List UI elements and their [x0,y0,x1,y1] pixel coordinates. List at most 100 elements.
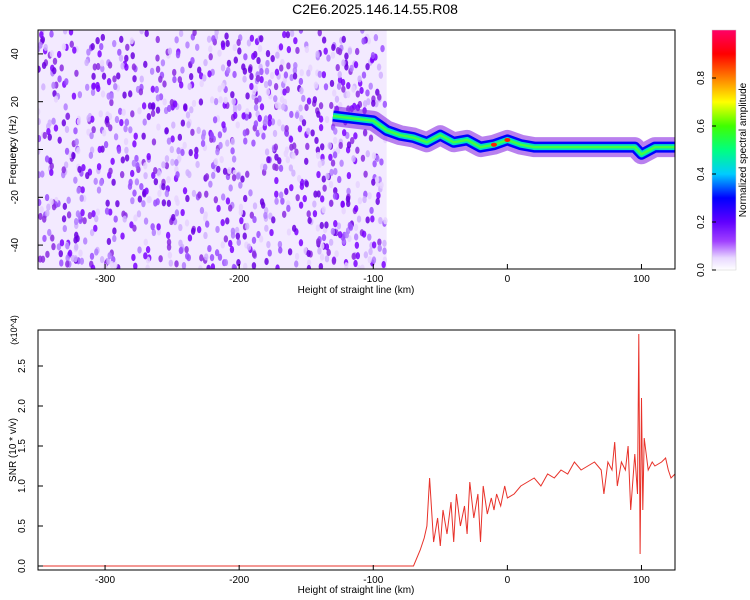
colorbar-ticks: 0.0 0.2 0.4 0.6 0.8 [696,71,716,277]
heatmap-cell [265,59,270,68]
heatmap-cell [124,146,129,154]
heatmap-cell [51,243,56,251]
heatmap-cell [166,176,171,184]
heatmap-cell [116,146,122,154]
heatmap-cell [279,95,285,104]
heatmap-cell [94,248,99,256]
heatmap-cell [108,124,113,132]
heatmap-cell [259,35,264,43]
heatmap-cell [322,184,327,192]
heatmap-cell [101,72,107,80]
heatmap-cell [289,184,294,192]
heatmap-cell [73,217,79,226]
heatmap-cell [164,190,170,198]
heatmap-cell [251,52,256,60]
heatmap-cell [360,264,365,269]
heatmap-cell [38,198,42,207]
heatmap-cell [47,228,52,237]
heatmap-cell [359,86,364,95]
x-tick-label: -200 [229,575,249,586]
heatmap-cell [267,119,272,127]
heatmap-cell [161,161,166,169]
heatmap-cell [249,82,254,91]
heatmap-cell [227,166,232,175]
heatmap-cell [39,206,44,214]
heatmap-cell [187,82,192,91]
heatmap-cell [370,51,376,60]
heatmap-cell [150,103,156,111]
snr-frame [37,329,676,571]
heatmap-cell [304,45,310,54]
heatmap-cell [94,215,99,223]
heatmap-cell [174,195,179,203]
heatmap-cell [238,203,244,211]
heatmap-cell [344,52,349,60]
heatmap-cell [125,43,130,51]
heatmap-cell [206,264,211,269]
heatmap-cell [141,132,146,140]
heatmap-cell [344,231,349,239]
heatmap-cell [144,30,149,38]
heatmap-cell [251,139,256,147]
heatmap-cell [327,142,332,150]
heatmap-cell [208,45,213,53]
heatmap-cell [225,217,230,225]
heatmap-cell [295,46,300,55]
heatmap-cell [326,54,331,62]
heatmap-cell [338,141,343,150]
heatmap-cell [143,238,148,246]
heatmap-cell [131,253,136,262]
heatmap-cell [223,96,228,104]
heatmap-cell [42,131,47,140]
heatmap-cell [225,39,230,48]
heatmap-cell [65,260,70,268]
heatmap-cell [362,100,368,108]
heatmap-cell [53,124,59,132]
heatmap-cell [375,154,380,163]
heatmap-cell [298,201,304,209]
heatmap-cell [289,110,294,119]
heatmap-cell [333,167,338,176]
heatmap-cell [357,75,362,83]
y-tick-label: 1.5 [17,439,28,453]
heatmap-cell [332,136,338,145]
heatmap-cell [238,181,243,189]
heatmap-cell [97,145,102,154]
heatmap-cell [251,236,257,244]
heatmap-cell [221,42,226,51]
heatmap-cell [61,43,67,51]
heatmap-cell [143,172,148,180]
heatmap-cell [237,47,242,55]
heatmap-cell [277,157,282,165]
heatmap-cell [243,137,248,145]
heatmap-cell [149,67,155,75]
heatmap-cell [270,55,275,63]
heatmap-cell [216,165,221,173]
heatmap-cell [137,107,142,115]
heatmap-cell [286,204,291,212]
heatmap-cell [284,125,289,133]
heatmap-cell [132,75,137,83]
heatmap-cell [169,145,175,154]
heatmap-cell [365,216,370,224]
heatmap-cell [341,85,346,93]
heatmap-cell [209,254,215,262]
heatmap-cell [64,78,69,86]
heatmap-cell [316,190,321,198]
heatmap-cell [306,127,311,135]
heatmap-cell [175,171,180,179]
heatmap-cell [129,37,134,45]
heatmap-cell [346,82,351,90]
x-tick-label: -200 [229,274,249,285]
heatmap-cell [165,231,171,239]
heatmap-cell [333,220,338,228]
heatmap-cell [40,170,45,178]
heatmap-cell [360,30,365,34]
heatmap-cell [376,63,382,71]
heatmap-cell [236,38,241,47]
heatmap-cell [355,180,360,189]
heatmap-cell [136,210,142,218]
heatmap-cell [253,120,259,128]
heatmap-cell [194,146,199,154]
heatmap-cell [157,189,162,198]
